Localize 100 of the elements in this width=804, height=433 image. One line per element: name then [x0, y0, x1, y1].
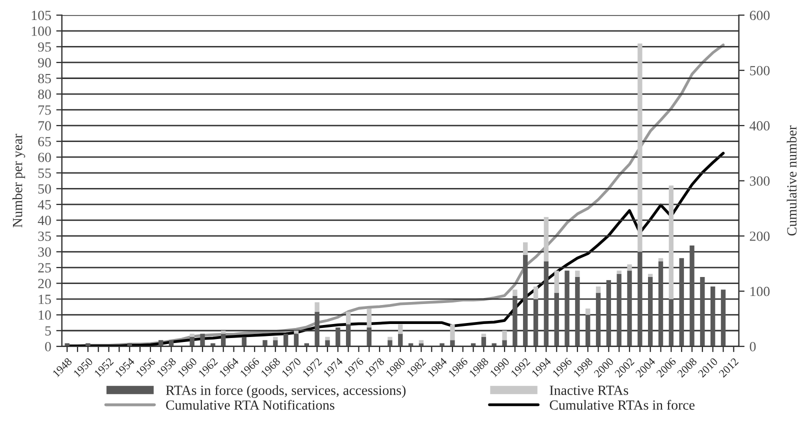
bar: [554, 292, 559, 346]
bar: [638, 252, 642, 346]
y2-tick-label: 400: [750, 121, 770, 131]
legend-label: Inactive RTAs: [550, 386, 628, 395]
y-tick-label: 0: [45, 342, 51, 352]
y-tick-label: 25: [38, 263, 51, 272]
bar: [575, 270, 580, 277]
y2-tick-label: 0: [750, 342, 756, 352]
y-tick-label: 30: [38, 247, 51, 257]
legend-label: RTAs in force (goods, services, accessions): [166, 385, 406, 398]
bar: [658, 261, 664, 346]
bar: [440, 343, 444, 346]
bar: [648, 276, 653, 346]
bar: [710, 286, 716, 346]
bar: [210, 343, 216, 346]
bar: [127, 343, 132, 346]
y2-tick-label: 200: [750, 232, 770, 241]
bar: [481, 334, 486, 337]
bar: [720, 290, 726, 346]
y-tick-label: 105: [32, 10, 51, 20]
bar: [220, 330, 226, 334]
y2-tick-label: 300: [750, 176, 770, 186]
bar: [627, 270, 632, 346]
y2-axis-title: Cumulative number: [786, 126, 797, 236]
bar: [366, 327, 372, 346]
y-axis-title: Number per year: [12, 134, 26, 228]
bar: [388, 340, 392, 346]
y2-tick-label: 500: [750, 66, 770, 76]
y-tick-label: 70: [38, 121, 51, 131]
bar: [273, 336, 278, 340]
bar: [325, 340, 330, 346]
bar: [450, 340, 455, 346]
y-tick-label: 90: [38, 58, 51, 68]
y-tick-label: 65: [38, 136, 51, 146]
bar: [273, 340, 278, 346]
bar: [314, 312, 320, 346]
bar: [606, 280, 612, 346]
y-tick-label: 50: [38, 184, 51, 194]
y-tick-label: 35: [38, 232, 51, 241]
y-tick-label: 20: [38, 278, 51, 288]
bar: [596, 292, 601, 346]
bar: [638, 44, 642, 252]
bar: [700, 276, 705, 346]
bar: [200, 334, 205, 346]
y-tick-label: 85: [38, 74, 51, 84]
bar: [512, 290, 518, 296]
bar: [533, 299, 538, 346]
bar: [586, 308, 590, 315]
bar: [304, 343, 309, 346]
bar: [314, 302, 320, 312]
bar: [575, 276, 580, 346]
bar: [544, 217, 549, 262]
y2-tick-label: 100: [750, 286, 770, 296]
bar: [523, 242, 528, 255]
y-tick-label: 40: [38, 216, 51, 226]
bar: [398, 324, 403, 334]
legend-label: Cumulative RTAs in force: [550, 400, 695, 410]
bar: [533, 286, 538, 300]
y-tick-label: 100: [32, 26, 51, 36]
bar: [679, 258, 684, 346]
legend-label: Cumulative RTA Notifications: [166, 400, 334, 410]
y-tick-label: 45: [38, 200, 51, 210]
bar: [523, 254, 528, 346]
bar: [596, 286, 601, 293]
bar: [168, 340, 174, 346]
bar: [283, 334, 288, 346]
bar: [325, 336, 330, 340]
bar: [408, 343, 414, 346]
bar: [190, 336, 194, 346]
y-tick-label: 10: [38, 310, 51, 320]
bar: [512, 296, 518, 346]
bar: [398, 334, 403, 346]
bar: [190, 334, 194, 337]
y-tick-label: 15: [38, 294, 51, 304]
y-tick-label: 80: [38, 90, 51, 99]
bar: [366, 308, 372, 328]
bar: [418, 343, 424, 346]
bar: [64, 343, 70, 346]
bar: [658, 258, 664, 262]
y-tick-label: 75: [38, 106, 51, 115]
bar: [648, 274, 653, 277]
bar: [294, 334, 299, 346]
bar: [158, 340, 164, 346]
bar: [586, 314, 590, 346]
bar: [544, 261, 549, 346]
bar: [690, 245, 694, 346]
bar: [220, 334, 226, 346]
bar: [86, 343, 90, 346]
bar: [481, 336, 486, 346]
y-tick-label: 60: [38, 152, 51, 162]
bar: [627, 264, 632, 271]
bar: [346, 312, 351, 324]
bar: [502, 330, 507, 340]
y-tick-label: 5: [45, 326, 51, 336]
bar: [616, 270, 622, 274]
bar: [554, 270, 559, 293]
bar: [418, 340, 424, 344]
bar: [450, 324, 455, 340]
bar: [388, 336, 392, 340]
bar: [262, 340, 268, 346]
